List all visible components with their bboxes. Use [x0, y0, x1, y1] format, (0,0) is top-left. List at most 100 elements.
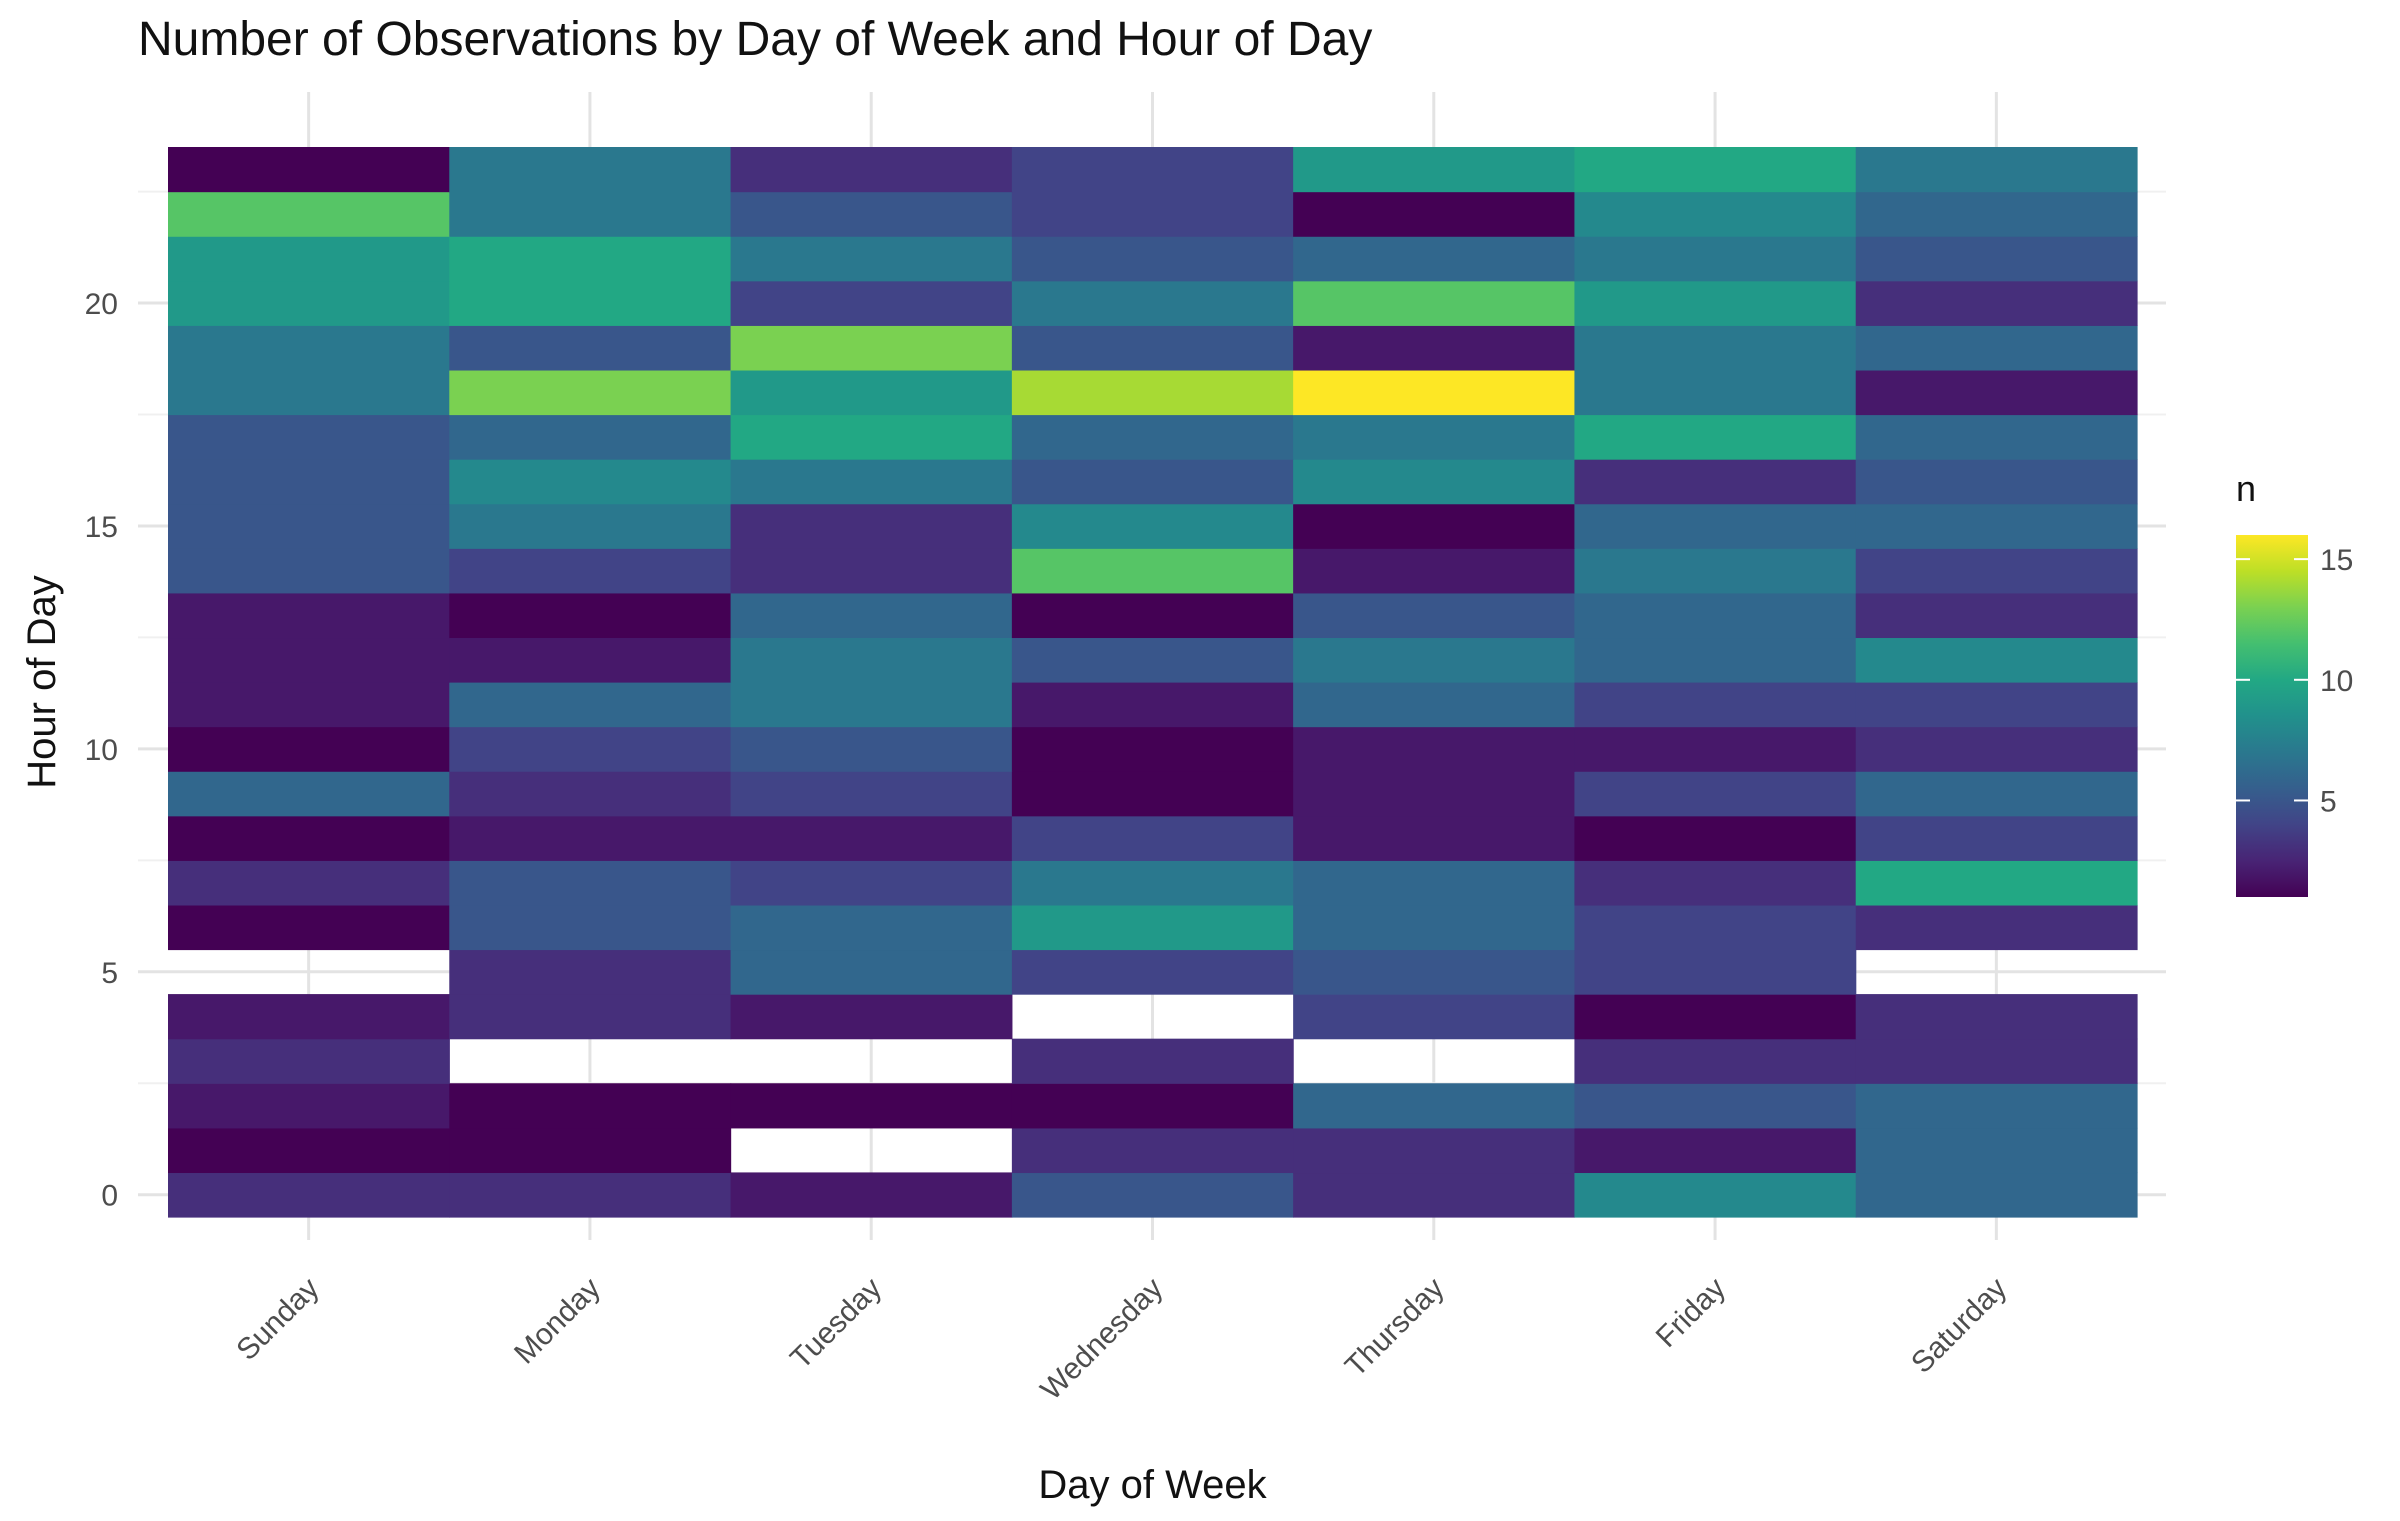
heatmap-cell [1293, 1127, 1576, 1174]
heatmap-cell [449, 1127, 732, 1174]
x-tick-label: Tuesday [784, 1272, 888, 1376]
heatmap-cell [449, 637, 732, 683]
heatmap-cell [168, 503, 450, 549]
heatmap-cell [730, 147, 1013, 193]
heatmap-cell [730, 459, 1013, 505]
legend-tick-label: 15 [2320, 544, 2353, 577]
heatmap-cell [1011, 280, 1294, 326]
heatmap-cell [168, 1038, 450, 1084]
heatmap-cell [1293, 1083, 1576, 1129]
heatmap-cell [1574, 815, 1857, 861]
x-tick-label: Wednesday [1034, 1272, 1169, 1407]
heatmap-cell [1011, 1083, 1294, 1129]
heatmap-cell [449, 682, 732, 728]
x-tick-label: Saturday [1905, 1272, 2013, 1380]
x-tick-label: Monday [508, 1272, 607, 1371]
heatmap-cell [730, 1172, 1013, 1218]
heatmap-cell [1293, 236, 1576, 282]
heatmap-cell [1293, 726, 1576, 772]
heatmap-cell [1011, 815, 1294, 861]
heatmap-cell [168, 726, 450, 772]
heatmap-cell [730, 904, 1013, 951]
heatmap-cell [1855, 994, 2138, 1040]
heatmap-cell [1855, 682, 2138, 728]
heatmap-cell [1574, 592, 1857, 639]
heatmap-cell [1293, 1172, 1576, 1218]
heatmap-cell [1574, 1038, 1857, 1084]
heatmap-cell [1855, 369, 2138, 416]
heatmap-cell [1011, 682, 1294, 728]
heatmap-cell [1293, 815, 1576, 861]
heatmap-cell [168, 771, 450, 817]
heatmap-cell [168, 860, 450, 906]
x-tick-label: Thursday [1339, 1272, 1451, 1384]
heatmap-cell [168, 815, 450, 861]
heatmap-cell [1574, 503, 1857, 549]
heatmap-cell [1855, 548, 2138, 594]
heatmap-cell [1011, 236, 1294, 282]
legend-colorbar [2236, 535, 2308, 897]
heatmap-cell [449, 548, 732, 594]
heatmap-cell [730, 592, 1013, 639]
heatmap-cell [730, 236, 1013, 282]
heatmap-cell [1574, 459, 1857, 505]
heatmap-cell [1855, 592, 2138, 639]
heatmap-cell [168, 236, 450, 282]
heatmap-cell [1855, 1038, 2138, 1084]
heatmap-cell [1011, 592, 1294, 639]
heatmap-cell [1855, 414, 2138, 460]
heatmap-cell [1855, 726, 2138, 772]
heatmap-cell [1293, 147, 1576, 193]
y-tick-label: 0 [101, 1180, 118, 1213]
heatmap-cell [730, 815, 1013, 861]
heatmap-cell [1574, 1083, 1857, 1129]
heatmap-cell [1011, 459, 1294, 505]
heatmap-cell [730, 280, 1013, 326]
heatmap-cell [168, 414, 450, 460]
heatmap-cell [1855, 459, 2138, 505]
heatmap-cell [1574, 994, 1857, 1040]
heatmap-cell [1574, 147, 1857, 193]
heatmap-cell [449, 325, 732, 371]
heatmap-cell [730, 1083, 1013, 1129]
heatmap-cell [1855, 236, 2138, 282]
heatmap-cell [168, 191, 450, 237]
heatmap-cell [1293, 503, 1576, 549]
heatmap-cell [730, 682, 1013, 728]
heatmap-cell [730, 548, 1013, 594]
heatmap-cell [1293, 592, 1576, 639]
heatmap-cell [1855, 1127, 2138, 1174]
heatmap-cell [449, 369, 732, 416]
heatmap-cell [1574, 325, 1857, 371]
heatmap-cell [1574, 414, 1857, 460]
heatmap-cell [1855, 503, 2138, 549]
heatmap-cell [730, 503, 1013, 549]
heatmap-cell [168, 592, 450, 639]
heatmap-cell [168, 369, 450, 416]
heatmap-cell [1855, 147, 2138, 193]
heatmap-cell [168, 147, 450, 193]
heatmap-cell [168, 637, 450, 683]
heatmap-cell [449, 503, 732, 549]
heatmap-cell [1293, 904, 1576, 951]
heatmap-cell [449, 1172, 732, 1218]
heatmap-cell [1293, 548, 1576, 594]
heatmap-cell [730, 414, 1013, 460]
heatmap-cell [1011, 637, 1294, 683]
heatmap-cell [1855, 280, 2138, 326]
heatmap-cell [1011, 147, 1294, 193]
heatmap-cell [1574, 637, 1857, 683]
legend-tick-label: 5 [2320, 785, 2337, 818]
heatmap-cell [449, 414, 732, 460]
heatmap-cell [449, 236, 732, 282]
heatmap-cell [1293, 994, 1576, 1040]
heatmap-cell [168, 1083, 450, 1129]
cell-layer [168, 147, 2138, 1218]
heatmap-cell [449, 771, 732, 817]
heatmap-cell [1574, 1127, 1857, 1174]
heatmap-cell [1574, 191, 1857, 237]
heatmap-cell [1574, 548, 1857, 594]
heatmap-cell [1293, 280, 1576, 326]
heatmap-cell [1293, 860, 1576, 906]
